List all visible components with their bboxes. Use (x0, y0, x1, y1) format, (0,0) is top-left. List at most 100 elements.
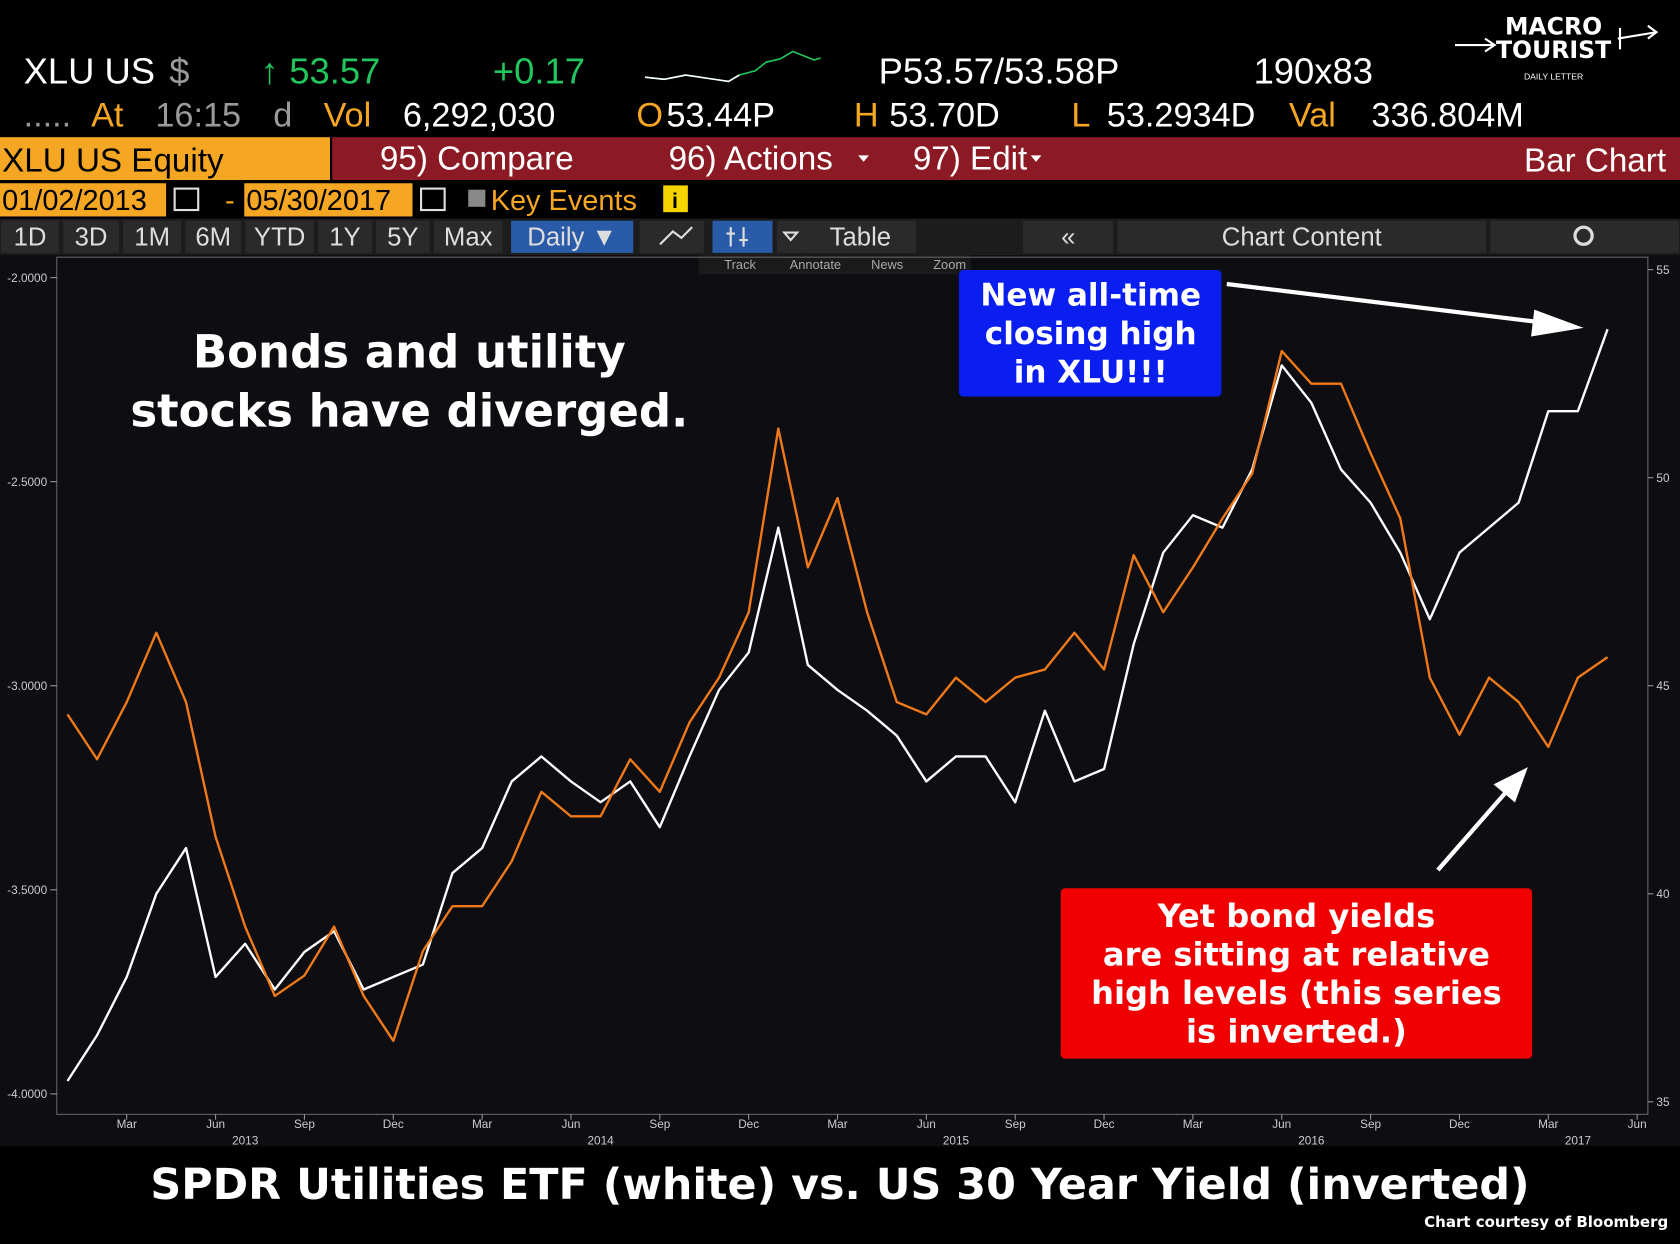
label: L (1071, 96, 1090, 134)
y-tick-label: -2.5000 (7, 476, 47, 489)
tool-label[interactable]: Annotate (790, 257, 841, 272)
x-tick-label: Jun (561, 1118, 580, 1131)
annotation-text: New all-time (980, 277, 1201, 313)
x-tick-label: Jun (917, 1118, 936, 1131)
x-tick-label: Jun (1628, 1118, 1647, 1131)
date-box[interactable] (0, 183, 167, 217)
button-label[interactable]: « (1061, 223, 1075, 251)
annotation-text: closing high (985, 316, 1197, 352)
x-tick-label: Jun (1272, 1118, 1291, 1131)
tool-label[interactable]: Zoom (933, 257, 966, 272)
label: Val (1289, 96, 1336, 134)
button-label[interactable]: 1Y (329, 223, 360, 251)
button-label[interactable]: YTD (254, 223, 305, 251)
x-tick-label: Mar (1183, 1118, 1203, 1131)
button-label[interactable]: 1M (134, 223, 170, 251)
button-label[interactable]: Daily ▼ (527, 223, 617, 251)
label: O (636, 96, 663, 134)
y2-tick-label: 35 (1656, 1096, 1670, 1109)
menu-item[interactable]: 96) Actions (669, 140, 833, 177)
x-tick-label: Sep (294, 1118, 315, 1131)
y-tick-label: -3.5000 (7, 884, 47, 897)
button-label[interactable]: Max (444, 223, 493, 251)
label: Vol (324, 96, 372, 134)
annotation-text: are sitting at relative (1103, 935, 1490, 973)
y2-tick-label: 40 (1656, 888, 1670, 901)
button-label[interactable]: 1D (14, 223, 47, 251)
menu-title: Bar Chart (1524, 142, 1666, 179)
arrow-head (1531, 309, 1584, 337)
button[interactable] (639, 220, 704, 253)
tool-label[interactable]: Track (724, 257, 756, 272)
menu-item[interactable]: 97) Edit (913, 140, 1027, 177)
up-arrow: ↑ (260, 51, 278, 92)
button-label[interactable]: Table (830, 223, 891, 251)
date-box[interactable] (244, 183, 413, 217)
button[interactable] (1023, 220, 1114, 253)
x-tick-label: Mar (117, 1118, 137, 1131)
button-label[interactable]: Chart Content (1222, 223, 1382, 251)
label: H (854, 96, 879, 134)
end-date[interactable]: 05/30/2017 (246, 185, 391, 217)
settings-icon[interactable] (1573, 225, 1594, 246)
button[interactable] (1490, 220, 1679, 253)
x-tick-label: Mar (1538, 1118, 1558, 1131)
button-label[interactable]: 6M (195, 223, 231, 251)
button[interactable] (804, 220, 917, 253)
annotation-arrow (1226, 281, 1544, 325)
security-box[interactable] (0, 137, 330, 181)
logo-arrows (1455, 24, 1659, 53)
button[interactable] (433, 220, 503, 253)
button[interactable] (63, 220, 119, 253)
dash: - (225, 185, 235, 217)
y2-tick-label: 45 (1656, 680, 1670, 693)
button-group: 1D 3D 1M 6M YTD 1Y 5Y Max Daily ▼ Table « Chart Con… (1, 220, 1679, 253)
button[interactable] (776, 220, 805, 253)
open: 53.44P (666, 96, 775, 134)
x-tick-label: Dec (1094, 1118, 1115, 1131)
button[interactable] (318, 220, 372, 253)
x-year-label: 2013 (232, 1134, 259, 1147)
calendar-icon[interactable] (420, 187, 446, 212)
button[interactable] (376, 220, 430, 253)
button[interactable] (1117, 220, 1487, 253)
button[interactable] (245, 220, 314, 253)
tool-bar (698, 255, 971, 275)
time: 16:15 (155, 96, 241, 134)
button[interactable] (511, 220, 634, 253)
button[interactable] (1, 220, 59, 253)
annotation-text: Yet bond yields (1157, 897, 1436, 935)
calendar-icon[interactable] (173, 187, 200, 212)
button[interactable] (123, 220, 182, 253)
series-line (66, 328, 1609, 1082)
info-icon[interactable] (663, 185, 688, 213)
logo-subtext: DAILY LETTER (1524, 71, 1583, 81)
start-date[interactable]: 01/02/2013 (2, 185, 147, 217)
x-year-label: 2017 (1565, 1134, 1591, 1147)
menu-item[interactable]: 95) Compare (380, 140, 574, 177)
credit: Chart courtesy of Bloomberg (1424, 1213, 1668, 1231)
menu-bar (332, 137, 1680, 181)
button-label[interactable]: 5Y (387, 223, 418, 251)
volume: 6,292,030 (403, 96, 555, 134)
sparkline-base (644, 74, 740, 83)
annotation-text: is inverted.) (1186, 1013, 1407, 1051)
flag: d (273, 96, 292, 134)
annotation-box (1060, 888, 1533, 1059)
checkbox[interactable] (468, 189, 486, 207)
dots: ..... (24, 96, 72, 134)
x-tick-label: Sep (649, 1118, 670, 1131)
y-tick-label: -4.0000 (7, 1088, 47, 1101)
annotation-box (958, 270, 1222, 397)
currency: $ (169, 51, 189, 92)
annotation-text: high levels (this series (1091, 974, 1502, 1012)
key-events[interactable]: Key Events (491, 185, 637, 217)
chart-icons (659, 226, 800, 247)
x-tick-label: Dec (1449, 1118, 1470, 1131)
tool-label[interactable]: News (871, 257, 903, 272)
button-label[interactable]: 3D (75, 223, 108, 251)
button[interactable] (185, 220, 242, 253)
ticker: XLU US (24, 51, 156, 92)
security[interactable]: XLU US Equity (2, 142, 224, 179)
